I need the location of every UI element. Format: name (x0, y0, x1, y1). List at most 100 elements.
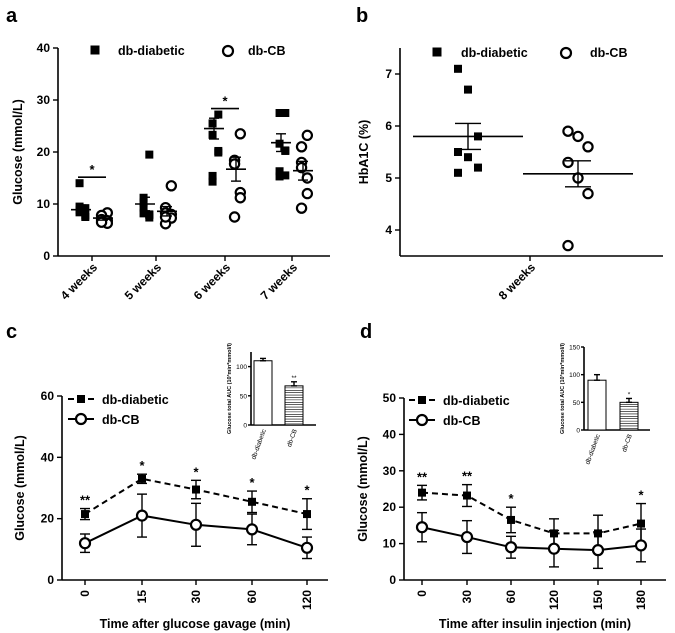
a-point-diabetic (208, 119, 217, 128)
d-significance-label: ** (462, 469, 473, 484)
c-x-axis-label: Time after glucose gavage (min) (100, 617, 291, 631)
c-y-tick-label: 40 (41, 450, 55, 464)
panel-label-d: d (360, 321, 372, 343)
panel-label-c: c (6, 321, 17, 343)
a-significance-label: * (222, 94, 228, 109)
d-y-tick-label: 40 (383, 427, 397, 441)
c-point-cb (245, 523, 259, 536)
panel-label-b: b (356, 5, 368, 27)
a-y-tick-label: 40 (37, 41, 51, 55)
d-legend-label-diabetic: db-diabetic (443, 394, 510, 408)
a-point-cb (295, 202, 308, 214)
d-point-cb (460, 530, 474, 544)
a-point-diabetic (208, 130, 217, 139)
b-point-cb (562, 125, 574, 137)
c-inset-y-tick-label: 100 (236, 364, 247, 371)
d-point-cb (634, 539, 648, 552)
a-y-tick-label: 30 (37, 93, 51, 107)
d-point-diabetic (507, 515, 515, 524)
d-inset-y-tick-label: 150 (569, 345, 580, 352)
b-point-diabetic (454, 148, 462, 156)
a-point-cb (295, 141, 308, 153)
chart-b: 4 5 6 7 HbA1C (%) 8 weeks db-diabetic db-CB (357, 46, 663, 303)
c-point-cb (300, 541, 314, 554)
c-legend-marker-cb (74, 412, 88, 426)
b-point-cb (572, 130, 584, 143)
a-point-cb (165, 180, 178, 192)
a-legend-label-cb: db-CB (248, 44, 286, 58)
d-series-line-diabetic (421, 491, 642, 535)
d-inset-bar-diabetic (587, 379, 607, 431)
c-x-tick-label: 15 (135, 590, 149, 604)
d-point-diabetic (550, 529, 558, 538)
c-x-tick-label: 60 (245, 590, 259, 604)
d-point-diabetic (594, 529, 602, 538)
a-point-diabetic (145, 150, 154, 159)
chart-a: 0 10 20 30 40 Glucose (mmol/L) 4 weeks 5 weeks 6… (11, 41, 330, 303)
b-point-diabetic (464, 153, 472, 162)
c-legend-label-diabetic: db-diabetic (102, 393, 169, 407)
c-inset-x-tick-label: db-CB (286, 428, 299, 448)
a-point-cb (295, 161, 308, 174)
a-y-tick-label: 0 (43, 249, 50, 263)
d-x-tick-label: 120 (547, 590, 561, 610)
c-point-cb (78, 537, 92, 550)
a-point-diabetic (275, 109, 284, 117)
b-y-axis-label: HbA1C (%) (357, 120, 371, 185)
c-legend-label-cb: db-CB (102, 413, 140, 427)
a-point-cb (301, 187, 314, 200)
d-y-tick-label: 20 (383, 500, 397, 514)
a-point-diabetic (275, 139, 284, 148)
b-y-tick-label: 6 (385, 119, 392, 133)
a-point-diabetic (208, 171, 217, 180)
c-y-tick-label: 20 (41, 512, 55, 526)
b-legend-marker-cb (559, 46, 573, 60)
d-point-cb (547, 542, 561, 555)
a-point-cb (234, 128, 247, 140)
b-y-tick-label: 4 (385, 223, 392, 237)
a-point-diabetic (275, 172, 284, 181)
c-inset-significance-label: ** (291, 375, 297, 382)
d-legend-marker-cb (415, 413, 429, 427)
a-point-cb (234, 192, 247, 204)
d-significance-label: * (508, 491, 514, 506)
c-point-diabetic (303, 510, 311, 519)
a-point-diabetic (281, 109, 290, 117)
b-point-cb (562, 239, 574, 252)
c-significance-label: * (304, 483, 310, 498)
b-point-diabetic (474, 163, 482, 172)
c-inset-bar-diabetic (253, 360, 273, 426)
c-point-diabetic (248, 497, 256, 506)
a-point-diabetic (145, 213, 154, 222)
b-y-tick-label: 7 (385, 67, 392, 81)
d-inset-y-tick-label: 0 (576, 428, 580, 435)
d-y-axis-label: Glucose (mmol/L) (356, 436, 370, 542)
a-x-tick-label: 7 weeks (258, 260, 301, 303)
c-point-diabetic (138, 474, 146, 483)
a-point-diabetic (81, 204, 90, 213)
b-point-cb (562, 156, 574, 169)
a-point-cb (159, 211, 172, 223)
c-significance-label: * (193, 464, 199, 479)
a-point-cb (228, 211, 241, 223)
d-significance-label: ** (417, 469, 428, 484)
d-inset-x-tick-label: db-CB (621, 433, 634, 453)
d-x-tick-label: 60 (504, 590, 518, 604)
b-x-tick-label: 8 weeks (496, 260, 539, 303)
d-point-cb (415, 521, 429, 534)
a-point-cb (301, 172, 314, 184)
c-x-tick-label: 30 (189, 590, 203, 604)
b-legend-marker-diabetic (432, 47, 442, 57)
c-inset-y-tick-label: 50 (240, 393, 248, 400)
a-legend-label-diabetic: db-diabetic (118, 44, 185, 58)
a-y-tick-label: 20 (37, 145, 51, 159)
d-inset-y-axis-label: Glucose total AUC (10³min*mmol/l) (559, 343, 566, 434)
c-point-cb (189, 518, 203, 531)
a-x-tick-label: 4 weeks (58, 260, 101, 303)
b-point-diabetic (454, 168, 462, 177)
c-inset-y-axis-label: Glucose total AUC (10³min*mmol/l) (226, 343, 233, 434)
c-x-tick-label: 120 (300, 590, 314, 610)
b-point-cb (582, 187, 594, 200)
d-legend-marker-diabetic (418, 396, 426, 404)
